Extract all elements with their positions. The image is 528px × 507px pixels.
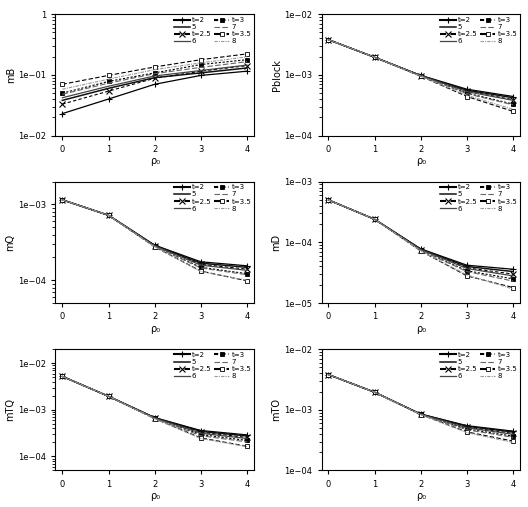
Legend: t=2, 5, t=2.5, 6, t=3, 7, t=3.5, 8: t=2, 5, t=2.5, 6, t=3, 7, t=3.5, 8	[440, 16, 518, 45]
X-axis label: ρ₀: ρ₀	[149, 156, 160, 166]
Y-axis label: mTO: mTO	[271, 399, 281, 421]
Y-axis label: mD: mD	[271, 234, 281, 251]
X-axis label: ρ₀: ρ₀	[149, 491, 160, 501]
Y-axis label: mTQ: mTQ	[5, 399, 15, 421]
Legend: t=2, 5, t=2.5, 6, t=3, 7, t=3.5, 8: t=2, 5, t=2.5, 6, t=3, 7, t=3.5, 8	[174, 351, 252, 380]
Y-axis label: mB: mB	[6, 67, 16, 83]
X-axis label: ρ₀: ρ₀	[149, 324, 160, 334]
X-axis label: ρ₀: ρ₀	[416, 156, 426, 166]
X-axis label: ρ₀: ρ₀	[416, 324, 426, 334]
Y-axis label: Pblock: Pblock	[271, 59, 281, 91]
Legend: t=2, 5, t=2.5, 6, t=3, 7, t=3.5, 8: t=2, 5, t=2.5, 6, t=3, 7, t=3.5, 8	[440, 351, 518, 380]
X-axis label: ρ₀: ρ₀	[416, 491, 426, 501]
Legend: t=2, 5, t=2.5, 6, t=3, 7, t=3.5, 8: t=2, 5, t=2.5, 6, t=3, 7, t=3.5, 8	[174, 184, 252, 212]
Legend: t=2, 5, t=2.5, 6, t=3, 7, t=3.5, 8: t=2, 5, t=2.5, 6, t=3, 7, t=3.5, 8	[174, 16, 252, 45]
Y-axis label: mQ: mQ	[5, 234, 15, 251]
Legend: t=2, 5, t=2.5, 6, t=3, 7, t=3.5, 8: t=2, 5, t=2.5, 6, t=3, 7, t=3.5, 8	[440, 184, 518, 212]
